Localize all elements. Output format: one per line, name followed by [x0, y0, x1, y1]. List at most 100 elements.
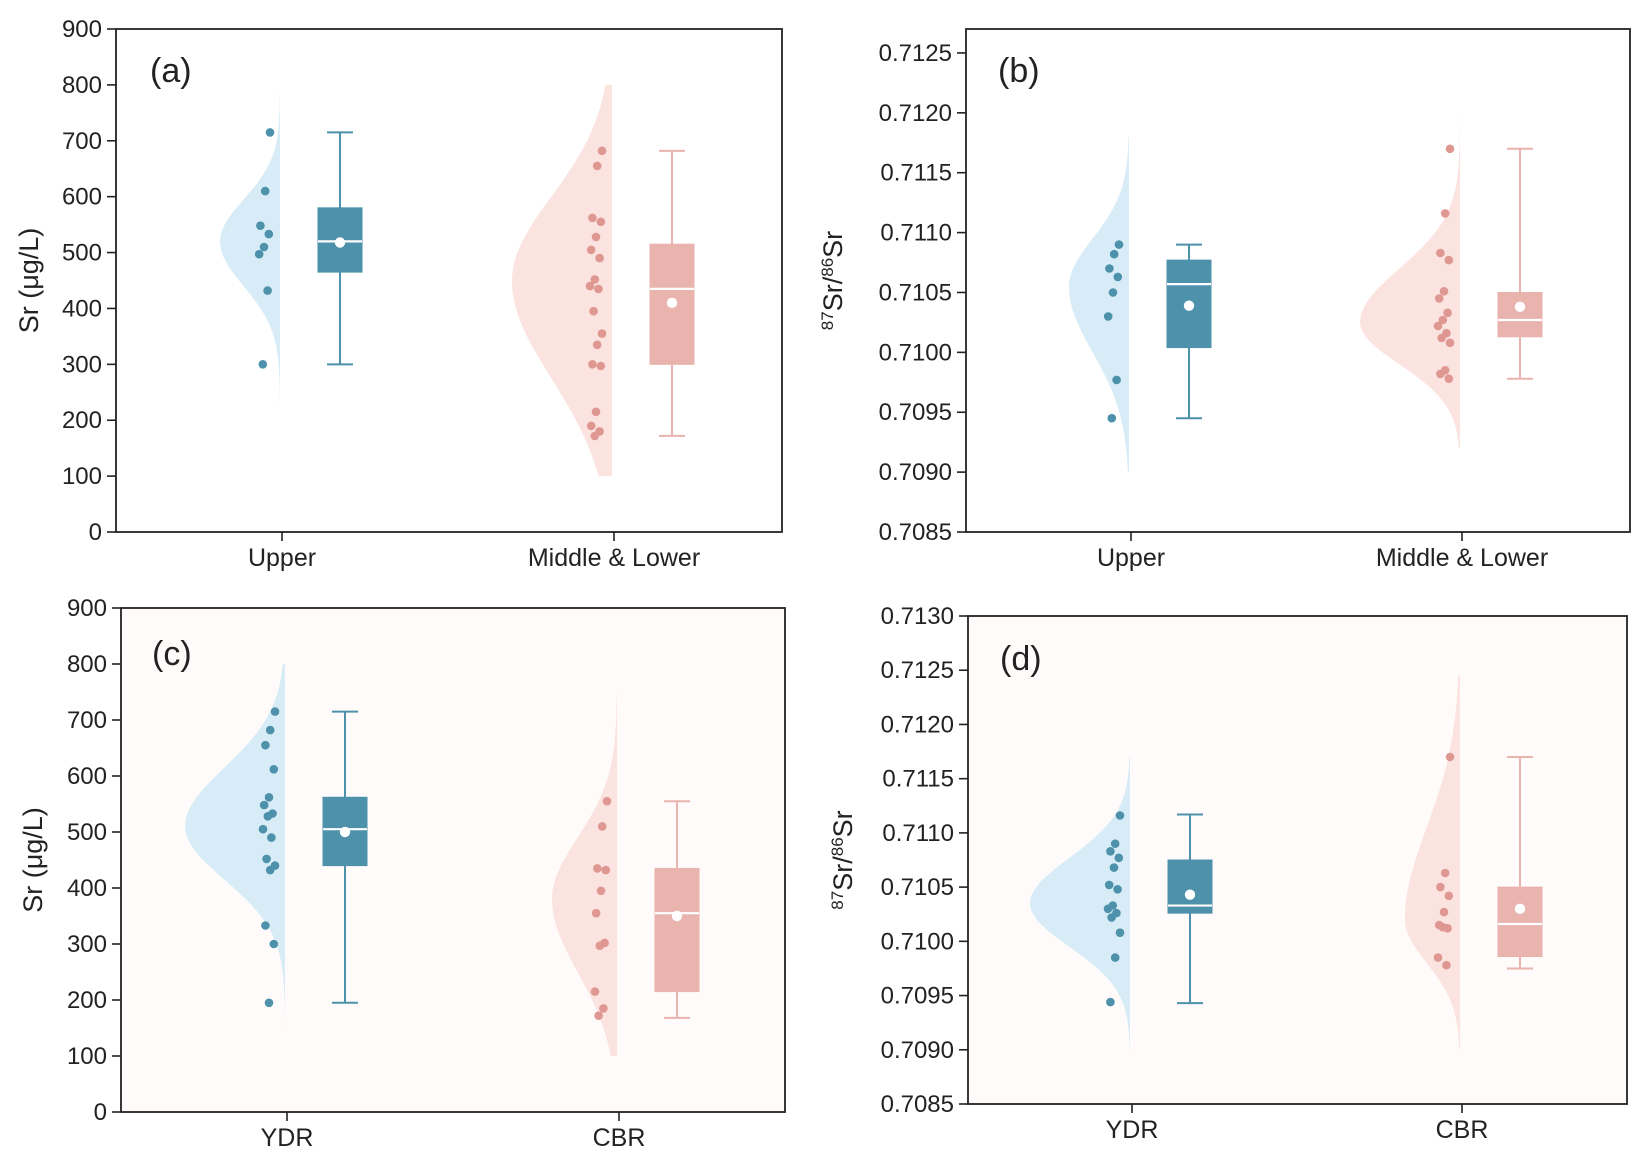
data-point — [1439, 287, 1449, 296]
mean-marker — [339, 826, 351, 838]
y-label-superscript: 87 — [828, 891, 847, 910]
y-axis-label: 87Sr/86Sr — [828, 810, 858, 909]
panel-label: (b) — [998, 52, 1040, 90]
data-point — [592, 340, 602, 350]
data-point — [1110, 953, 1120, 962]
data-point — [1107, 413, 1117, 423]
mean-marker — [1184, 889, 1196, 900]
y-tick-label: 0.7085 — [881, 1091, 954, 1118]
x-category-label: YDR — [1106, 1116, 1159, 1144]
density-half-violin — [1360, 76, 1460, 449]
data-point — [594, 1011, 603, 1020]
data-point — [596, 361, 606, 371]
data-point — [594, 284, 603, 294]
y-tick-label: 700 — [62, 128, 102, 155]
panel-c: 0 100 200 300 400 500 600 700 800 900 YDR CBR (c) Sr … — [18, 595, 786, 1152]
data-point — [1114, 240, 1124, 249]
y-tick-label: 0.7110 — [880, 220, 952, 247]
y-tick-label: 0.7095 — [881, 983, 954, 1010]
y-tick-label: 100 — [62, 463, 102, 490]
data-point — [267, 833, 276, 842]
y-tick-label: 0.7110 — [882, 820, 954, 847]
group-blue — [1030, 756, 1213, 1050]
data-point — [590, 987, 600, 996]
data-point — [1443, 308, 1452, 318]
data-point — [599, 1004, 608, 1013]
data-point — [263, 286, 272, 295]
y-label-text: Sr/ — [818, 276, 848, 311]
density-half-violin — [1069, 136, 1129, 473]
data-point — [264, 998, 274, 1008]
y-tick-label: 0.7095 — [879, 399, 952, 426]
y-tick-label: 600 — [67, 763, 107, 790]
data-point — [1444, 891, 1454, 901]
data-point — [1436, 369, 1445, 379]
data-point — [269, 939, 279, 949]
data-point — [1113, 885, 1122, 894]
x-category-label: Middle & Lower — [528, 544, 700, 572]
density-half-violin — [220, 84, 280, 477]
data-point — [1112, 375, 1121, 385]
group-pink — [1405, 675, 1543, 1050]
data-point — [264, 229, 274, 239]
data-point — [254, 249, 264, 259]
y-axis-label: 87Sr/86Sr — [818, 231, 848, 330]
data-point — [1439, 907, 1449, 917]
y-tick-label: 500 — [67, 819, 107, 846]
group-blue — [185, 664, 368, 1056]
y-label-text: Sr — [828, 810, 858, 837]
mean-marker — [334, 237, 346, 248]
panel-label: (d) — [1000, 640, 1042, 678]
data-point — [1104, 880, 1114, 890]
data-point — [592, 161, 602, 171]
y-tick-label: 100 — [67, 1043, 107, 1070]
data-point — [261, 921, 270, 930]
data-point — [1433, 321, 1443, 331]
y-tick-label: 400 — [67, 875, 107, 902]
density-half-violin — [1405, 675, 1460, 1050]
data-point — [586, 421, 596, 431]
box-iqr — [654, 867, 700, 993]
density-half-violin — [512, 84, 612, 477]
box-iqr — [1497, 291, 1543, 338]
y-label-superscript: 87 — [818, 311, 837, 330]
data-point — [1115, 811, 1125, 820]
data-point — [591, 407, 601, 417]
data-point — [1436, 882, 1445, 892]
y-tick-label: 0.7125 — [881, 657, 954, 684]
data-point — [591, 908, 601, 918]
data-point — [588, 360, 597, 369]
x-category-label: Upper — [1097, 544, 1165, 572]
data-point — [1444, 374, 1454, 384]
y-tick-label: 500 — [62, 240, 102, 267]
data-point — [588, 213, 597, 223]
y-tick-label: 200 — [62, 407, 102, 434]
y-tick-label: 0 — [89, 519, 102, 546]
data-point — [259, 242, 269, 252]
y-tick-label: 0.7115 — [880, 160, 952, 187]
y-tick-label: 0.7105 — [881, 874, 954, 901]
mean-marker — [1514, 903, 1526, 914]
x-category-label: CBR — [593, 1124, 646, 1152]
group-pink — [1360, 76, 1543, 449]
data-point — [263, 812, 273, 821]
y-tick-label: 900 — [62, 16, 102, 43]
y-tick-label: 0.7100 — [879, 339, 952, 366]
y-tick-label: 700 — [67, 707, 107, 734]
data-point — [1103, 312, 1113, 321]
data-point — [1106, 847, 1115, 856]
data-point — [260, 186, 270, 196]
group-blue — [220, 84, 363, 477]
plot-frame — [967, 615, 1628, 1105]
data-point — [586, 245, 596, 255]
data-point — [595, 941, 605, 950]
y-tick-label: 0 — [94, 1099, 107, 1126]
data-point — [1113, 272, 1123, 282]
mean-marker — [1183, 300, 1195, 311]
y-tick-label: 0.7090 — [881, 1037, 954, 1064]
data-point — [264, 793, 274, 802]
data-point — [595, 253, 604, 263]
data-point — [1440, 868, 1450, 878]
mean-marker — [666, 297, 678, 309]
